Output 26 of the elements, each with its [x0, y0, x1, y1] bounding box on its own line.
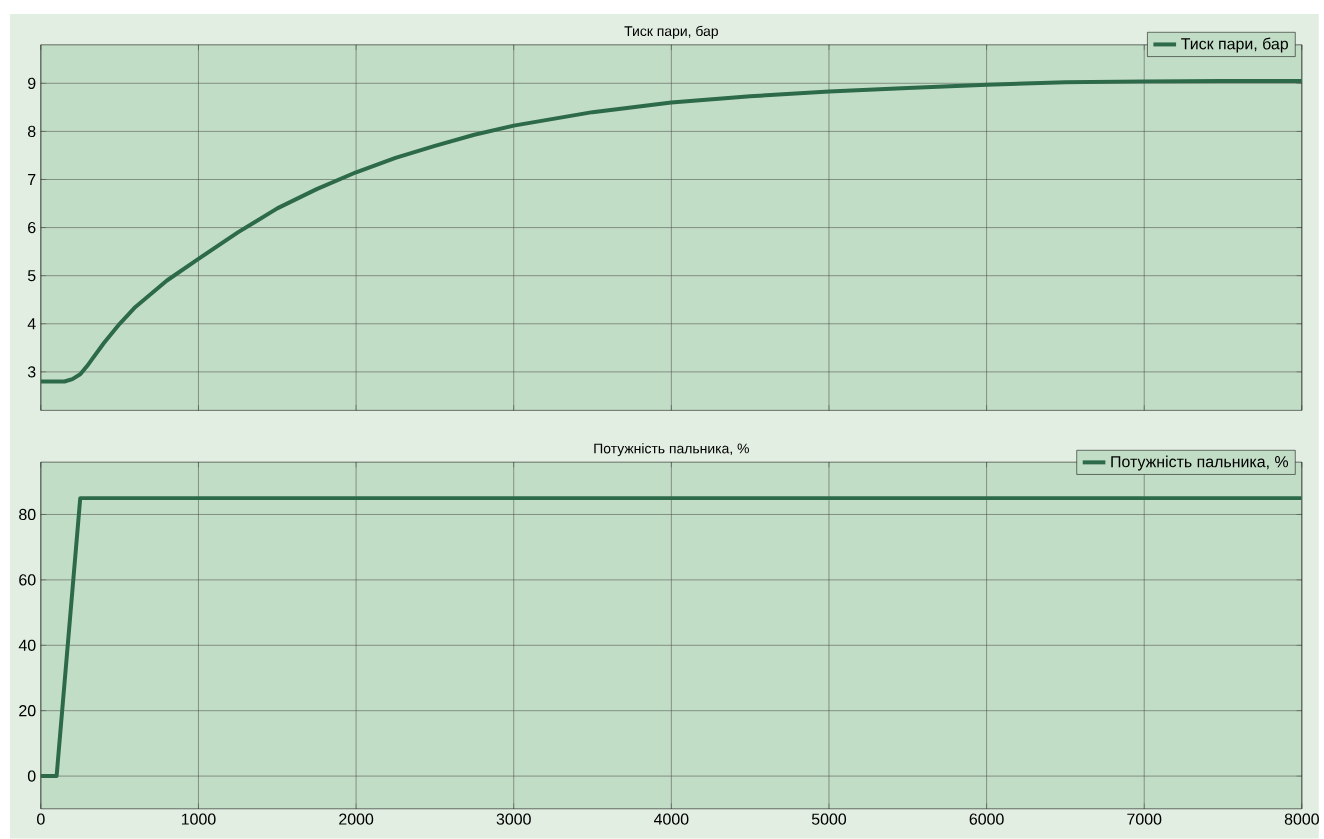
line-series	[40, 79, 1302, 384]
x-tick-label: 7000	[1127, 813, 1162, 825]
legend-label: Тиск пари, бар	[1181, 37, 1288, 53]
chart-title: Тиск пари, бар	[624, 25, 718, 39]
y-tick-label: 60	[19, 574, 36, 586]
y-tick-label: 8	[27, 125, 36, 138]
y-tick-label: 5	[27, 270, 36, 282]
x-tick-label: 8000	[1284, 813, 1319, 825]
y-tick-label: 80	[19, 509, 36, 521]
x-tick-label: 6000	[969, 813, 1004, 825]
y-tick-label: 3	[27, 366, 36, 378]
y-tick-label: 7	[28, 174, 36, 186]
x-tick-label: 1000	[181, 813, 216, 825]
y-tick-label: 6	[28, 222, 36, 234]
y-tick-label: 4	[27, 318, 36, 330]
y-tick-label: 20	[19, 705, 36, 717]
x-tick-label: 0	[37, 813, 45, 825]
y-tick-label: 9	[28, 77, 36, 90]
x-tick-label: 3000	[496, 813, 531, 825]
y-tick-label: 0	[27, 770, 36, 782]
x-tick-label: 2000	[339, 813, 374, 825]
x-tick-label: 5000	[811, 813, 847, 825]
chart-title: Потужність пальника, %	[594, 443, 749, 457]
y-tick-label: 40	[18, 639, 36, 652]
x-tick-label: 4000	[654, 813, 689, 825]
legend-label: Потужність пальника, %	[1111, 455, 1289, 471]
